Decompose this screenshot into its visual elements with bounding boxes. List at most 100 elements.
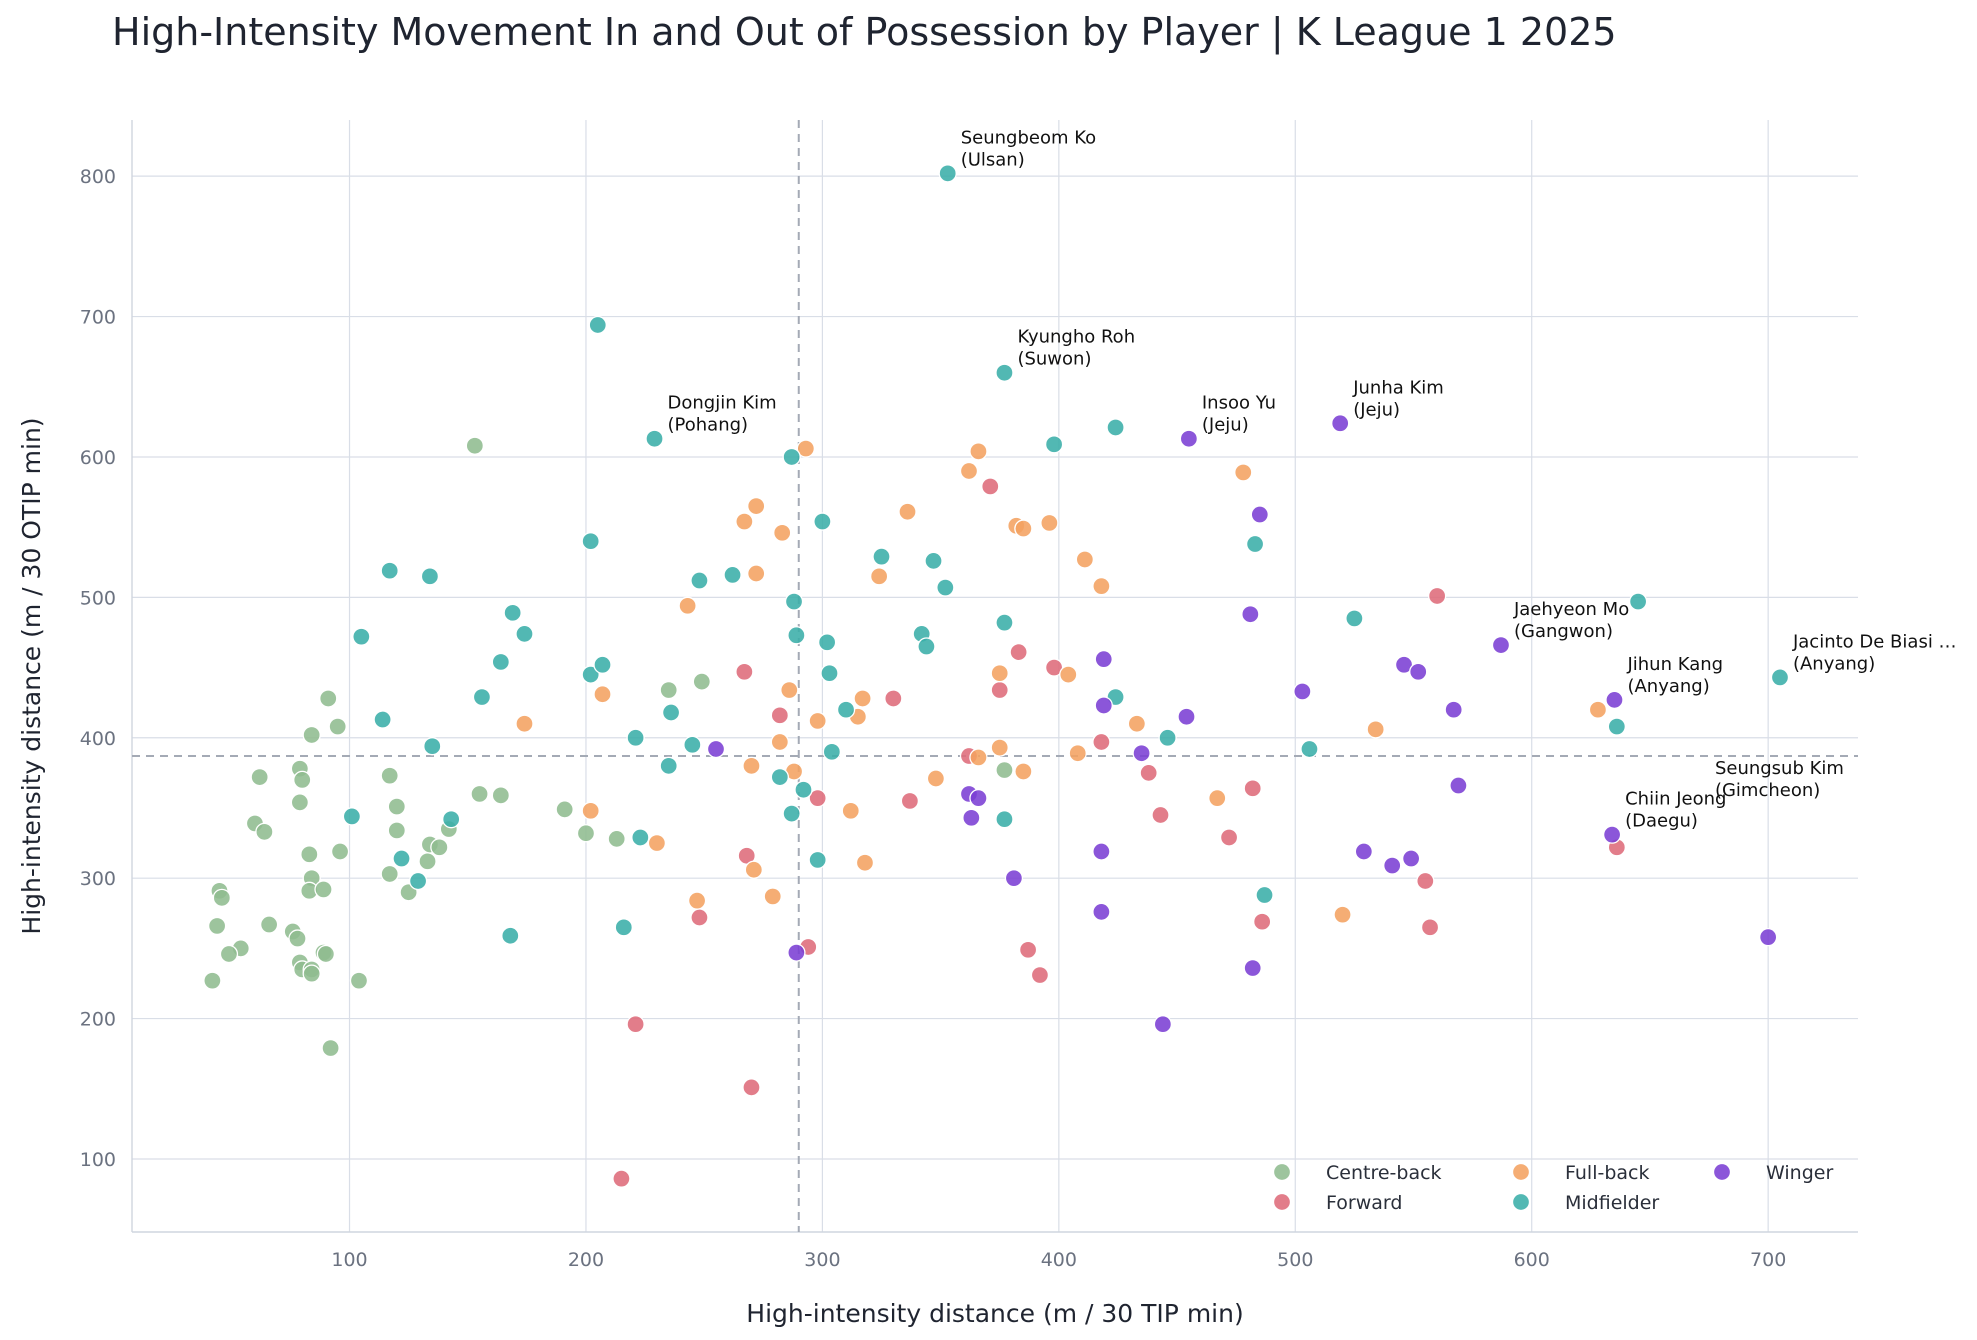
point-midfielder [1300,739,1319,759]
point-full-back [1040,513,1059,533]
point-full-back [808,711,827,731]
annotation-line: (Jeju) [1202,415,1249,436]
y-tick-label: 600 [80,447,116,469]
point-midfielder [817,633,837,652]
point-full-back [869,567,889,586]
point-full-back [969,748,988,767]
point-midfielder [813,512,832,531]
point-full-back [770,732,789,752]
point-midfielder [503,603,522,622]
point-full-back [593,685,612,704]
point-winger [1243,958,1262,978]
point-midfielder [1106,418,1125,437]
annotation-line: (Daegu) [1625,811,1698,832]
point-winger [1094,650,1113,669]
point-full-back [926,769,946,788]
point-midfielder [588,315,607,335]
y-axis-label: High-intensity distance (m / 30 OTIP min… [17,417,46,934]
point-forward [1416,871,1435,891]
point-forward [990,680,1009,700]
point-winger [1409,662,1428,681]
x-tick-label: 600 [1514,1249,1550,1271]
point-full-back [581,801,600,820]
point-winger [1759,928,1778,947]
point-forward [1092,732,1111,752]
x-tick-labels: 100 200 300 400 500 600 700 [331,1249,1786,1271]
y-tick-label: 700 [80,307,116,329]
point-full-back [1208,789,1227,808]
point-full-back [853,689,872,708]
point-midfielder [515,624,534,644]
point-midfielder [822,742,842,761]
point-centre-back [430,838,449,857]
point-centre-back [387,797,406,816]
point-forward [981,477,1000,496]
point-centre-back [349,971,369,990]
legend-item: Midfielder [1511,1192,1659,1214]
point-forward [1151,805,1170,825]
point-midfielder [342,807,362,826]
annotation-line: Seungbeom Ko [961,127,1096,148]
point-centre-back [418,852,437,871]
player-annotations: Seungbeom Ko (Ulsan) Kyungho Roh (Suwon) Don… [668,127,1957,831]
annotation-line: (Anyang) [1627,676,1709,697]
point-full-back [515,714,534,733]
point-winger [969,789,988,808]
annotation-line: Jaehyeon Mo [1513,599,1629,620]
point-midfielder [373,710,392,729]
point-midfielder [820,664,839,683]
point-midfielder [995,810,1014,829]
point-midfielder [995,613,1014,632]
y-tick-label: 300 [80,868,116,890]
legend-marker [1511,1192,1531,1212]
annotation-line: Dongjin Kim [668,393,777,414]
point-centre-back [219,944,239,964]
player-annotation: Insoo Yu (Jeju) [1202,393,1276,436]
point-midfielder [794,780,813,799]
point-forward [1030,965,1050,985]
point-forward [1018,940,1038,959]
point-winger [1250,505,1269,524]
y-tick-label: 200 [80,1009,116,1031]
point-full-back [1588,700,1608,719]
point-winger [1383,856,1402,875]
legend-label: Forward [1326,1192,1402,1214]
y-tick-label: 400 [80,728,116,750]
point-centre-back [330,842,350,861]
point-full-back [647,833,667,853]
point-winger [1241,605,1260,624]
annotation-line: Chiin Jeong [1625,789,1726,810]
point-forward [1243,779,1262,798]
annotation-line: (Anyang) [1793,653,1875,674]
point-midfielder [782,804,801,823]
point-full-back [959,461,979,481]
point-forward [1427,586,1447,606]
point-centre-back [302,725,321,745]
point-midfielder [787,626,806,645]
y-tick-labels: 100 200 300 400 500 600 700 800 [80,166,116,1171]
x-tick-label: 400 [1041,1249,1077,1271]
point-full-back [1014,762,1033,781]
point-centre-back [288,929,307,948]
point-midfielder [581,532,600,551]
point-centre-back [387,821,406,840]
point-midfielder [1255,885,1274,905]
point-midfielder [1245,534,1265,554]
point-midfielder [380,561,399,580]
point-forward [735,662,754,681]
point-centre-back [302,964,321,983]
point-forward [884,689,903,708]
axis-frame [131,120,1858,1233]
annotation-line: Junha Kim [1352,377,1444,398]
point-winger [1602,825,1622,844]
grid [132,120,1858,1232]
y-tick-label: 100 [80,1149,116,1171]
point-full-back [735,512,754,531]
legend-marker [1272,1192,1292,1212]
player-annotation: Jacinto De Biasi … (Anyang) [1792,631,1957,674]
annotation-line: Jacinto De Biasi … [1792,631,1957,652]
point-forward [626,1015,645,1034]
player-annotation: Jihun Kang (Anyang) [1626,654,1723,697]
point-winger [1444,700,1463,719]
x-tick-label: 300 [804,1249,840,1271]
